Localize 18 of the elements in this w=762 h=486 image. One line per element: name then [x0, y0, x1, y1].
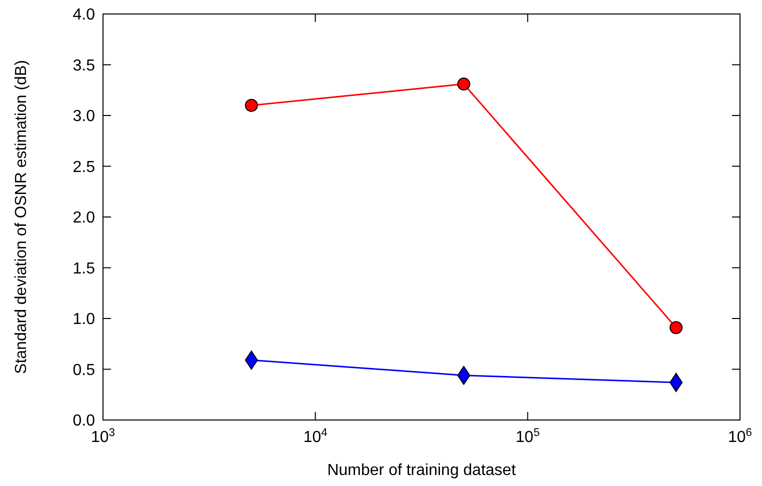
x-tick-label: 10$^{4}$	[303, 427, 328, 446]
y-tick-label: 1.0	[72, 311, 96, 328]
y-axis-title: Standard deviation of OSNR estimation (dB)	[13, 60, 30, 374]
y-tick-label: 2.0	[72, 210, 96, 227]
x-axis-title: Number of training dataset	[327, 462, 516, 479]
y-tick-label: 3.5	[72, 57, 96, 74]
x-tick-label: 10$^{5}$	[516, 427, 540, 446]
point	[457, 78, 470, 91]
y-tick-label: 1.5	[72, 260, 96, 278]
point	[244, 98, 258, 112]
y-tick-label: 0.0	[72, 412, 96, 430]
y-tick-label: 3.0	[72, 108, 96, 126]
y-tick-label: 0.5	[72, 362, 96, 379]
x-tick-label: 10$^{6}$	[728, 427, 752, 446]
y-tick-label: 2.5	[72, 158, 96, 176]
y-tick-label: 4.0	[72, 6, 96, 24]
point	[670, 321, 683, 334]
x-tick-label: 10$^{3}$	[90, 427, 116, 446]
